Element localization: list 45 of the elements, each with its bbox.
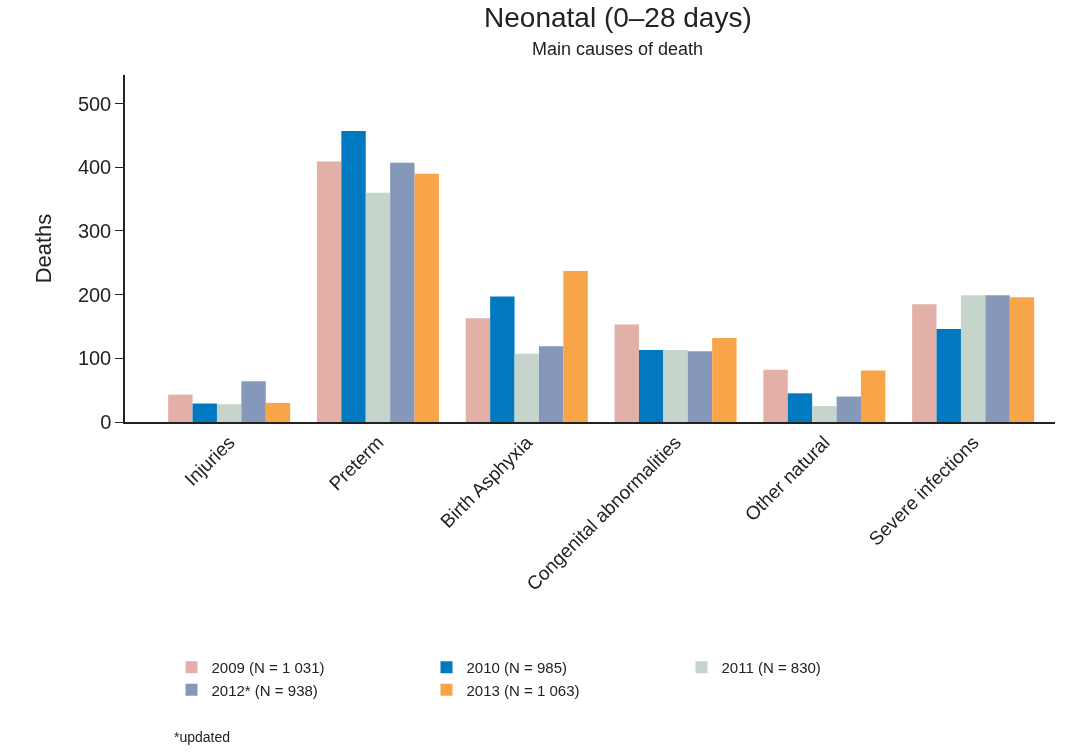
bar: [912, 304, 937, 422]
bar: [614, 324, 639, 422]
bar: [985, 295, 1010, 422]
bar: [1009, 297, 1035, 422]
bar: [763, 369, 788, 422]
legend-label: 2013 (N = 1 063): [466, 681, 580, 699]
bar: [936, 329, 961, 422]
legend-label: 2010 (N = 985): [466, 659, 567, 677]
bar: [836, 396, 861, 422]
y-tick-label: 0: [100, 411, 112, 433]
bar: [192, 403, 217, 422]
bar: [216, 404, 242, 422]
bar: [960, 295, 986, 422]
bar: [341, 131, 366, 422]
y-tick-label: 400: [77, 156, 112, 179]
bar: [265, 402, 291, 422]
chart-title: Neonatal (0–28 days): [484, 2, 752, 34]
bar: [563, 271, 588, 422]
legend-label: 2009 (N = 1 031): [211, 659, 325, 677]
bar: [365, 192, 391, 422]
text: *updated: [174, 729, 231, 745]
chart-subtitle: Main causes of death: [532, 39, 704, 59]
bar: [860, 370, 886, 422]
bar: [490, 296, 515, 422]
legend-label: 2012* (N = 938): [211, 681, 318, 699]
y-tick-label: 200: [77, 283, 112, 306]
bar: [687, 351, 713, 422]
bar: [812, 406, 837, 422]
y-tick-label: 100: [77, 347, 112, 370]
bar: [514, 353, 539, 422]
bar: [538, 346, 564, 422]
legend-label: 2011 (N = 830): [721, 659, 821, 677]
y-axis-title: Deaths: [31, 213, 57, 284]
bar: [316, 161, 342, 422]
bar: [663, 350, 688, 422]
bar: [168, 394, 193, 422]
y-tick-label: 300: [77, 219, 112, 242]
bar: [787, 393, 813, 422]
y-tick-label: 500: [77, 92, 112, 115]
bar: [712, 337, 737, 422]
bar: [241, 381, 266, 422]
bar: [414, 173, 439, 422]
bar: [390, 162, 415, 422]
bar: [638, 350, 664, 422]
bar: [465, 318, 491, 422]
